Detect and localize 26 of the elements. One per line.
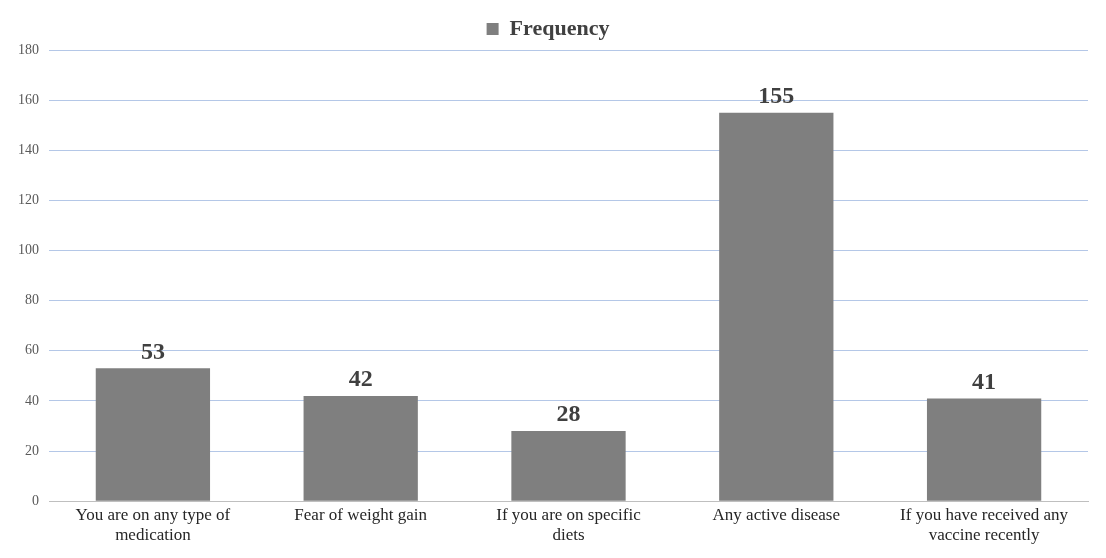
y-tick-label: 80 (25, 292, 39, 308)
data-label: 28 (556, 400, 581, 427)
x-tick-label: If you have received any vaccine recently (900, 504, 1069, 545)
bar (719, 112, 834, 501)
bar (511, 431, 626, 501)
x-tick-label: You are on any type of medication (75, 504, 231, 545)
y-tick-label: 120 (18, 192, 39, 208)
bar (303, 395, 418, 501)
bar (95, 368, 211, 501)
bar (926, 398, 1042, 501)
y-tick-label: 20 (25, 442, 39, 458)
y-tick-label: 40 (25, 392, 39, 408)
y-tick-label: 140 (18, 141, 39, 157)
data-label: 41 (972, 367, 997, 394)
data-label: 155 (758, 81, 795, 108)
x-tick-label: Fear of weight gain (294, 504, 428, 524)
data-label: 53 (140, 337, 165, 364)
y-tick-label: 0 (32, 492, 39, 508)
x-tick-label: If you are on specific diets (496, 504, 642, 545)
legend-label: Frequency (509, 14, 610, 40)
y-tick-label: 60 (25, 342, 39, 358)
data-label: 42 (348, 365, 373, 392)
x-tick-label: Any active disease (712, 504, 841, 524)
y-tick-label: 180 (18, 41, 39, 57)
y-tick-label: 160 (18, 91, 39, 107)
y-tick-label: 100 (18, 242, 39, 258)
